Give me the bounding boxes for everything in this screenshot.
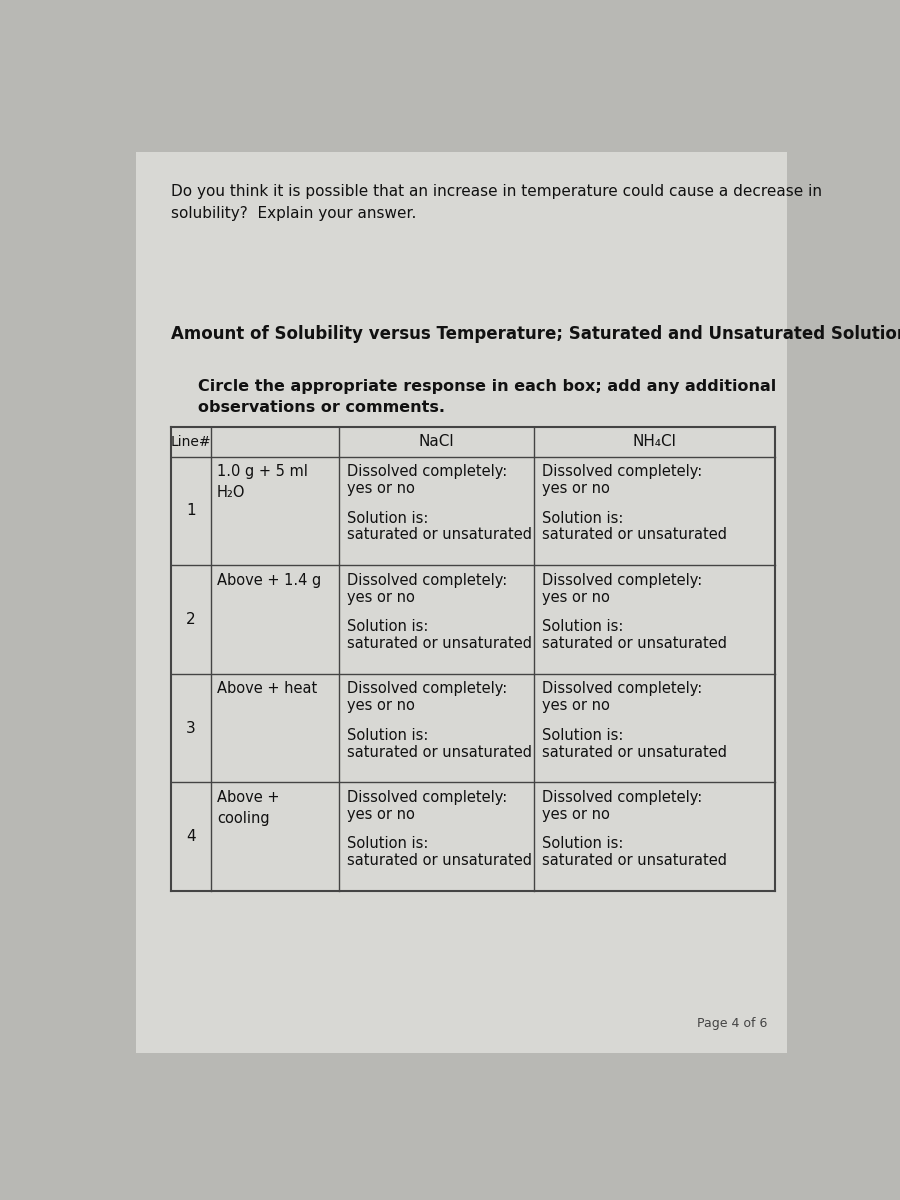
Text: 1.0 g + 5 ml
H₂O: 1.0 g + 5 ml H₂O: [217, 464, 308, 500]
Text: yes or no: yes or no: [542, 806, 609, 822]
Text: saturated or unsaturated: saturated or unsaturated: [346, 636, 532, 652]
Text: yes or no: yes or no: [542, 698, 609, 713]
Text: Solution is:: Solution is:: [346, 510, 428, 526]
Text: saturated or unsaturated: saturated or unsaturated: [346, 528, 532, 542]
Text: solubility?  Explain your answer.: solubility? Explain your answer.: [171, 205, 416, 221]
Text: 3: 3: [186, 720, 195, 736]
Text: yes or no: yes or no: [346, 806, 414, 822]
Text: saturated or unsaturated: saturated or unsaturated: [542, 853, 727, 868]
Text: Do you think it is possible that an increase in temperature could cause a decrea: Do you think it is possible that an incr…: [171, 184, 822, 199]
Text: Solution is:: Solution is:: [542, 510, 623, 526]
Text: yes or no: yes or no: [542, 590, 609, 605]
Text: Dissolved completely:: Dissolved completely:: [542, 464, 702, 479]
Text: saturated or unsaturated: saturated or unsaturated: [346, 744, 532, 760]
Text: Solution is:: Solution is:: [542, 619, 623, 634]
Text: Amount of Solubility versus Temperature; Saturated and Unsaturated Solutions: Amount of Solubility versus Temperature;…: [171, 325, 900, 343]
Text: Circle the appropriate response in each box; add any additional: Circle the appropriate response in each …: [198, 379, 776, 394]
Text: Solution is:: Solution is:: [346, 836, 428, 851]
Text: Dissolved completely:: Dissolved completely:: [542, 572, 702, 588]
Text: NaCl: NaCl: [418, 434, 454, 450]
Text: yes or no: yes or no: [542, 481, 609, 497]
Text: Dissolved completely:: Dissolved completely:: [542, 790, 702, 805]
Text: saturated or unsaturated: saturated or unsaturated: [542, 636, 727, 652]
Text: NH₄Cl: NH₄Cl: [633, 434, 677, 450]
Text: Above + 1.4 g: Above + 1.4 g: [217, 572, 321, 588]
Text: saturated or unsaturated: saturated or unsaturated: [542, 744, 727, 760]
Text: Dissolved completely:: Dissolved completely:: [346, 682, 507, 696]
Text: Dissolved completely:: Dissolved completely:: [346, 464, 507, 479]
Text: Solution is:: Solution is:: [542, 727, 623, 743]
Text: Solution is:: Solution is:: [542, 836, 623, 851]
Text: Above +
cooling: Above + cooling: [217, 790, 280, 826]
Text: saturated or unsaturated: saturated or unsaturated: [542, 528, 727, 542]
Text: Dissolved completely:: Dissolved completely:: [346, 572, 507, 588]
Text: 4: 4: [186, 829, 195, 844]
Text: Page 4 of 6: Page 4 of 6: [697, 1016, 768, 1030]
Text: yes or no: yes or no: [346, 698, 414, 713]
Text: Line#: Line#: [170, 434, 211, 449]
Text: saturated or unsaturated: saturated or unsaturated: [346, 853, 532, 868]
Text: yes or no: yes or no: [346, 590, 414, 605]
Text: Solution is:: Solution is:: [346, 727, 428, 743]
Text: Above + heat: Above + heat: [217, 682, 318, 696]
Text: yes or no: yes or no: [346, 481, 414, 497]
Text: Solution is:: Solution is:: [346, 619, 428, 634]
Text: observations or comments.: observations or comments.: [198, 401, 445, 415]
Text: Dissolved completely:: Dissolved completely:: [346, 790, 507, 805]
Text: 1: 1: [186, 504, 195, 518]
Text: Dissolved completely:: Dissolved completely:: [542, 682, 702, 696]
Text: 2: 2: [186, 612, 195, 626]
